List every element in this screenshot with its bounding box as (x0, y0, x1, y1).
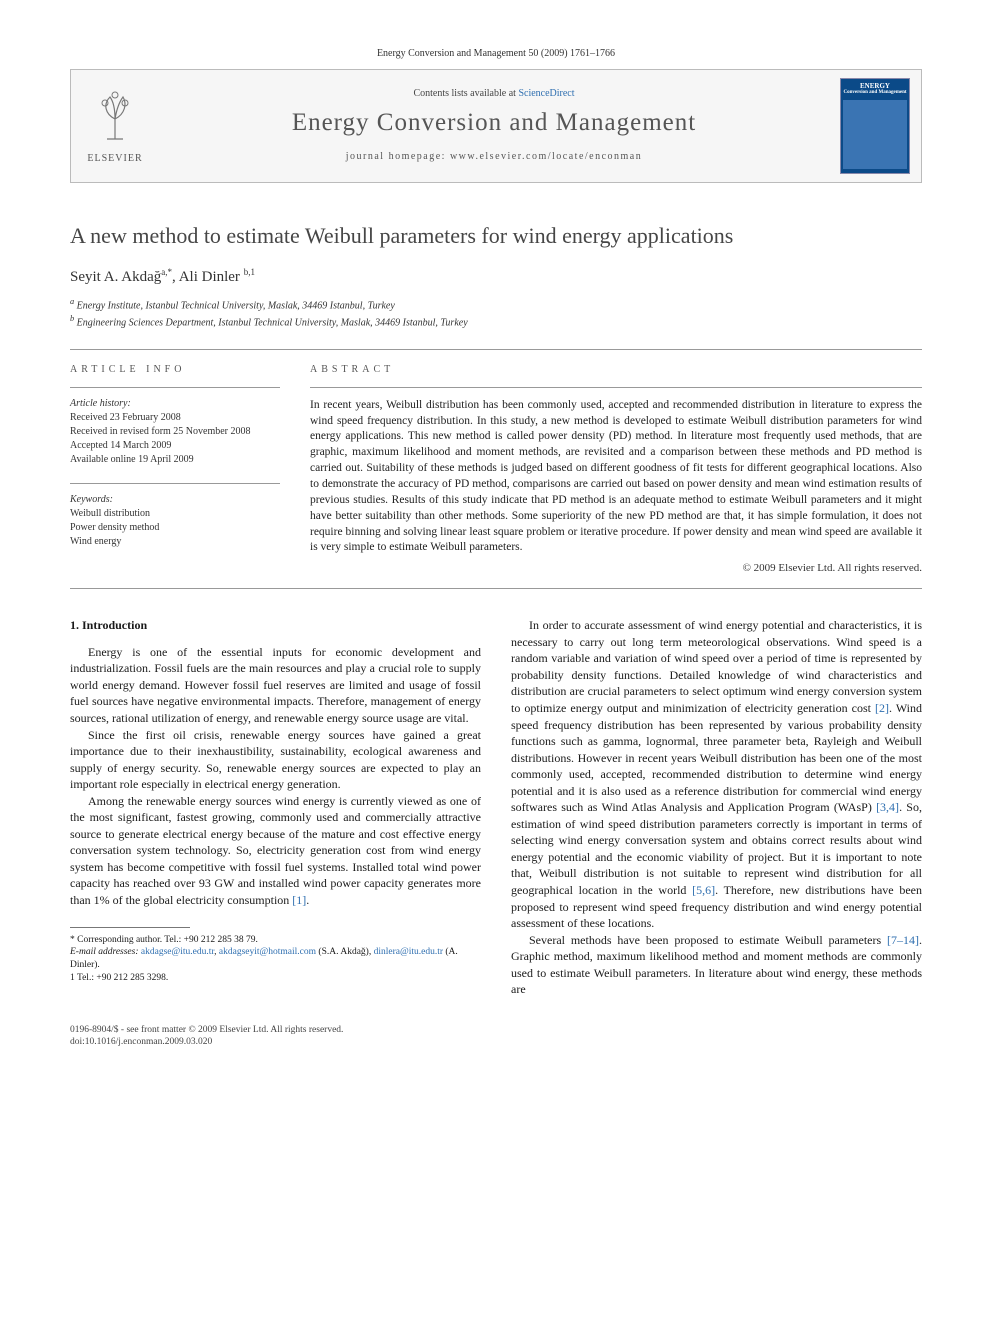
keywords-label: Keywords: (70, 494, 280, 505)
abstract-text: In recent years, Weibull distribution ha… (310, 398, 922, 557)
homepage-prefix: journal homepage: (346, 151, 450, 162)
email-1[interactable]: akdagse@itu.edu.tr (141, 947, 214, 957)
abstract-heading: ABSTRACT (310, 364, 922, 375)
ref-1-link[interactable]: [1] (292, 893, 306, 907)
affiliations: a Energy Institute, Istanbul Technical U… (70, 296, 922, 331)
cover-title: ENERGY (843, 83, 907, 90)
history-label: Article history: (70, 398, 280, 409)
publisher-block: ELSEVIER (71, 70, 159, 182)
article-info-column: ARTICLE INFO Article history: Received 2… (70, 364, 280, 575)
cover-thumb-container: ENERGY Conversion and Management (829, 70, 921, 182)
p3-b: . (306, 893, 309, 907)
abstract-column: ABSTRACT In recent years, Weibull distri… (310, 364, 922, 575)
p4-a: In order to accurate assessment of wind … (511, 618, 922, 715)
info-rule-2 (70, 483, 280, 484)
journal-cover-thumbnail: ENERGY Conversion and Management (840, 78, 910, 174)
homepage-line: journal homepage: www.elsevier.com/locat… (169, 151, 819, 162)
history-received: Received 23 February 2008 (70, 411, 280, 425)
history-accepted: Accepted 14 March 2009 (70, 439, 280, 453)
journal-name: Energy Conversion and Management (169, 109, 819, 137)
ref-714-link[interactable]: [7–14] (887, 933, 919, 947)
footnotes-block: * Corresponding author. Tel.: +90 212 28… (70, 934, 481, 985)
emails-label: E-mail addresses: (70, 947, 139, 957)
contents-line: Contents lists available at ScienceDirec… (169, 88, 819, 99)
footnote-rule (70, 927, 190, 928)
keyword-3: Wind energy (70, 535, 280, 549)
author-1-sup: a,* (161, 267, 172, 277)
email-2[interactable]: dinlera@itu.edu.tr (374, 947, 443, 957)
body-p4: In order to accurate assessment of wind … (511, 617, 922, 931)
history-block: Article history: Received 23 February 20… (70, 398, 280, 467)
journal-header-box: ELSEVIER Contents lists available at Sci… (70, 69, 922, 183)
body-p2: Since the first oil crisis, renewable en… (70, 727, 481, 793)
author-1: Seyit A. Akdağ (70, 269, 161, 285)
article-info-heading: ARTICLE INFO (70, 364, 280, 375)
p5-a: Several methods have been proposed to es… (529, 933, 887, 947)
info-rule (70, 387, 280, 388)
email-1b[interactable]: akdagseyit@hotmail.com (219, 947, 316, 957)
author-2-sup: b,1 (244, 267, 255, 277)
cover-subtitle: Conversion and Management (843, 90, 907, 95)
body-p5: Several methods have been proposed to es… (511, 932, 922, 998)
corresponding-author: * Corresponding author. Tel.: +90 212 28… (70, 934, 481, 947)
section-1-heading: 1. Introduction (70, 617, 481, 634)
keywords-block: Keywords: Weibull distribution Power den… (70, 494, 280, 549)
p3-a: Among the renewable energy sources wind … (70, 794, 481, 907)
doi-line: doi:10.1016/j.enconman.2009.03.020 (70, 1036, 922, 1048)
header-center: Contents lists available at ScienceDirec… (159, 70, 829, 182)
affiliation-a: a Energy Institute, Istanbul Technical U… (70, 296, 922, 313)
p4-b: . Wind speed frequency distribution has … (511, 701, 922, 814)
email-name-1: (S.A. Akdağ), (318, 947, 371, 957)
tel-2: 1 Tel.: +90 212 285 3298. (70, 972, 481, 985)
body-two-columns: 1. Introduction Energy is one of the ess… (70, 617, 922, 998)
ref-56-link[interactable]: [5,6] (692, 883, 715, 897)
elsevier-tree-icon (85, 89, 145, 149)
info-abstract-row: ARTICLE INFO Article history: Received 2… (70, 349, 922, 590)
keyword-2: Power density method (70, 521, 280, 535)
sciencedirect-link[interactable]: ScienceDirect (518, 88, 574, 99)
authors-line: Seyit A. Akdağa,*, Ali Dinler b,1 (70, 267, 922, 286)
history-revised: Received in revised form 25 November 200… (70, 425, 280, 439)
contents-prefix: Contents lists available at (413, 88, 518, 99)
affil-a-text: Energy Institute, Istanbul Technical Uni… (77, 300, 395, 311)
cover-fill (843, 100, 907, 169)
front-matter-line: 0196-8904/$ - see front matter © 2009 El… (70, 1024, 922, 1036)
ref-2-link[interactable]: [2] (875, 701, 889, 715)
body-p1: Energy is one of the essential inputs fo… (70, 644, 481, 727)
abstract-copyright: © 2009 Elsevier Ltd. All rights reserved… (310, 562, 922, 574)
emails-line: E-mail addresses: akdagse@itu.edu.tr, ak… (70, 946, 481, 972)
citation-header: Energy Conversion and Management 50 (200… (70, 48, 922, 59)
author-2: , Ali Dinler (172, 269, 240, 285)
abstract-rule (310, 387, 922, 388)
affil-b-text: Engineering Sciences Department, Istanbu… (77, 318, 468, 329)
keyword-1: Weibull distribution (70, 507, 280, 521)
homepage-url[interactable]: www.elsevier.com/locate/enconman (450, 151, 642, 162)
history-online: Available online 19 April 2009 (70, 453, 280, 467)
ref-34-link[interactable]: [3,4] (876, 800, 899, 814)
publisher-label: ELSEVIER (87, 153, 142, 164)
bottom-meta: 0196-8904/$ - see front matter © 2009 El… (70, 1024, 922, 1049)
article-title: A new method to estimate Weibull paramet… (70, 223, 922, 249)
body-p3: Among the renewable energy sources wind … (70, 793, 481, 909)
affiliation-b: b Engineering Sciences Department, Istan… (70, 313, 922, 330)
